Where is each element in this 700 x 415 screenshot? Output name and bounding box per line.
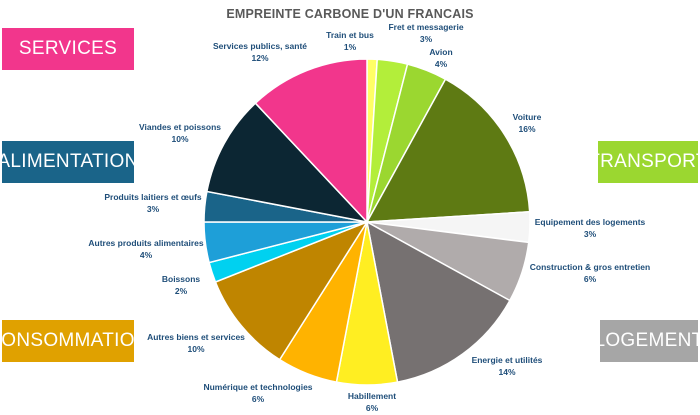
slice-label-4: Equipement des logements bbox=[535, 217, 646, 227]
slice-value-10: 2% bbox=[175, 286, 188, 296]
slice-label-0: Train et bus bbox=[326, 30, 374, 40]
slice-value-4: 3% bbox=[584, 229, 597, 239]
slice-value-11: 4% bbox=[140, 250, 153, 260]
slice-label-3: Voiture bbox=[513, 112, 542, 122]
chart-title: EMPREINTE CARBONE D'UN FRANCAIS bbox=[226, 7, 474, 21]
category-label-alimentation: ALIMENTATION bbox=[0, 151, 139, 172]
slice-label-9: Autres biens et services bbox=[147, 332, 245, 342]
pie-slice-13 bbox=[206, 102, 370, 224]
slice-label-10: Boissons bbox=[162, 274, 201, 284]
category-box-consommation: CONSOMMATION bbox=[0, 320, 148, 362]
category-label-transport: TRANSPORT bbox=[588, 151, 700, 172]
slice-label-2: Avion bbox=[429, 47, 452, 57]
slice-label-7: Habillement bbox=[348, 391, 396, 401]
pie-slice-3 bbox=[365, 78, 531, 223]
category-box-alimentation: ALIMENTATION bbox=[0, 141, 138, 183]
slice-label-1: Fret et messagerie bbox=[388, 22, 463, 32]
slice-value-3: 16% bbox=[518, 124, 535, 134]
slice-label-6: Energie et utilités bbox=[472, 355, 543, 365]
category-label-consommation: CONSOMMATION bbox=[0, 330, 149, 351]
slice-label-12: Produits laitiers et œufs bbox=[104, 192, 202, 202]
slice-value-5: 6% bbox=[584, 274, 597, 284]
slice-value-2: 4% bbox=[435, 59, 448, 69]
slice-label-14: Services publics, santé bbox=[213, 41, 307, 51]
slice-label-5: Construction & gros entretien bbox=[530, 262, 650, 272]
category-label-services: SERVICES bbox=[18, 38, 118, 59]
category-box-logement: LOGEMENT bbox=[594, 320, 700, 362]
slice-value-13: 10% bbox=[171, 134, 188, 144]
pie-slice-6 bbox=[365, 220, 511, 383]
slice-value-6: 14% bbox=[498, 367, 515, 377]
category-box-services: SERVICES bbox=[2, 28, 134, 70]
slice-label-11: Autres produits alimentaires bbox=[88, 238, 204, 248]
slice-value-14: 12% bbox=[251, 53, 268, 63]
slice-value-12: 3% bbox=[147, 204, 160, 214]
pie-slice-14 bbox=[254, 58, 368, 224]
category-box-transport: TRANSPORT bbox=[588, 141, 700, 183]
slice-value-9: 10% bbox=[187, 344, 204, 354]
slice-value-7: 6% bbox=[366, 403, 379, 413]
slice-value-0: 1% bbox=[344, 42, 357, 52]
slice-label-13: Viandes et poissons bbox=[139, 122, 221, 132]
category-label-logement: LOGEMENT bbox=[594, 330, 700, 351]
slice-label-8: Numérique et technologies bbox=[203, 382, 312, 392]
slice-value-1: 3% bbox=[420, 34, 433, 44]
pie-slice-9 bbox=[214, 220, 369, 361]
slice-value-8: 6% bbox=[252, 394, 265, 404]
